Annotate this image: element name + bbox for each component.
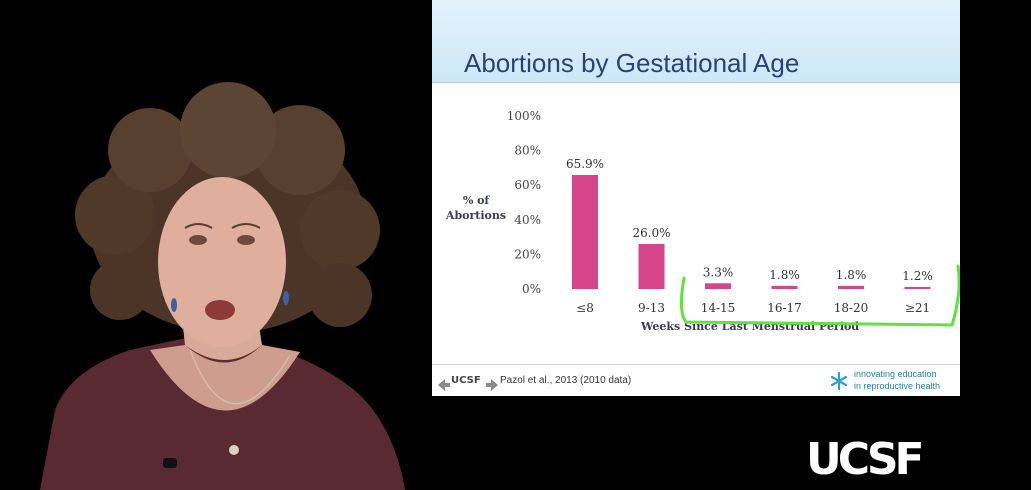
bar <box>838 285 864 289</box>
x-tick-label: 18-20 <box>834 301 869 315</box>
next-arrow-icon[interactable] <box>486 379 498 391</box>
bar-value-label: 1.2% <box>902 269 933 283</box>
x-tick-label: 14-15 <box>701 301 736 315</box>
presenter-brow <box>184 223 213 229</box>
presenter-neckline <box>150 345 300 411</box>
lapel-microphone <box>163 458 177 468</box>
y-axis-label: Abortions <box>445 209 506 222</box>
ucsf-watermark: UCSF <box>806 434 925 485</box>
earring-left <box>171 298 177 312</box>
presenter-eye <box>189 235 207 245</box>
slide-nav[interactable]: UCSF <box>436 371 500 393</box>
prev-arrow-icon[interactable] <box>438 379 450 391</box>
y-tick-label: 40% <box>514 213 541 227</box>
hair-curl <box>308 263 372 327</box>
earring-right <box>283 291 289 305</box>
bar-value-label: 26.0% <box>632 226 670 240</box>
hair-curl <box>90 260 150 320</box>
presentation-slide: Abortions by Gestational Age 0% 20% 40% 60%… <box>432 0 960 396</box>
bar-value-label: 1.8% <box>836 268 867 282</box>
hair-curl <box>255 105 345 195</box>
bar-series <box>572 174 931 289</box>
x-axis: ≤8 9-13 14-15 16-17 18-20 ≥21 <box>576 301 930 315</box>
nav-logo-text: UCSF <box>451 375 481 386</box>
y-tick-label: 80% <box>514 144 541 158</box>
presenter-shirt <box>40 335 405 490</box>
hair-curl <box>180 82 276 178</box>
x-tick-label: 9-13 <box>638 301 665 315</box>
presenter-mouth <box>205 300 235 320</box>
slide-title: Abortions by Gestational Age <box>464 48 800 78</box>
citation: Pazol et al., 2013 (2010 data) <box>500 375 632 386</box>
bar <box>638 244 665 289</box>
presenter-face <box>158 177 286 347</box>
presenter-eye <box>237 235 255 245</box>
hair-curl <box>75 175 155 255</box>
y-tick-label: 60% <box>514 178 541 192</box>
hair-curl <box>108 108 192 192</box>
bar <box>705 283 731 289</box>
y-tick-label: 100% <box>507 109 541 123</box>
bar <box>771 285 798 289</box>
slide-footer: UCSF Pazol et al., 2013 (2010 data) inno… <box>432 364 960 396</box>
presenter-video <box>40 82 405 490</box>
brand-tagline: innovating education <box>854 369 937 379</box>
highlight-annotation <box>679 264 960 327</box>
presenter-brow <box>231 223 261 229</box>
snowflake-logo-icon <box>830 372 848 390</box>
necklace-pendant <box>229 445 239 455</box>
y-tick-label: 20% <box>514 247 541 261</box>
bar-value-label: 65.9% <box>566 157 604 171</box>
x-tick-label: ≤8 <box>576 301 594 315</box>
bar <box>904 286 931 289</box>
brand-tagline: in reproductive health <box>854 381 941 391</box>
y-axis: 0% 20% 40% 60% 80% 100% <box>507 109 541 296</box>
y-axis-label: % of <box>463 194 491 207</box>
value-labels: 65.9% 26.0% 3.3% 1.8% 1.8% 1.2% <box>566 157 933 283</box>
hair-curl <box>300 190 380 270</box>
slide-header: Abortions by Gestational Age <box>432 0 960 83</box>
x-tick-label: 16-17 <box>767 301 802 315</box>
necklace <box>189 349 291 405</box>
bar-value-label: 1.8% <box>769 268 800 282</box>
bar-value-label: 3.3% <box>703 265 734 279</box>
bar-chart: 0% 20% 40% 60% 80% 100% % of Abortions 65.9% 2… <box>445 109 960 333</box>
bar <box>572 174 598 289</box>
y-tick-label: 0% <box>522 282 541 296</box>
x-tick-label: ≥21 <box>905 301 930 315</box>
